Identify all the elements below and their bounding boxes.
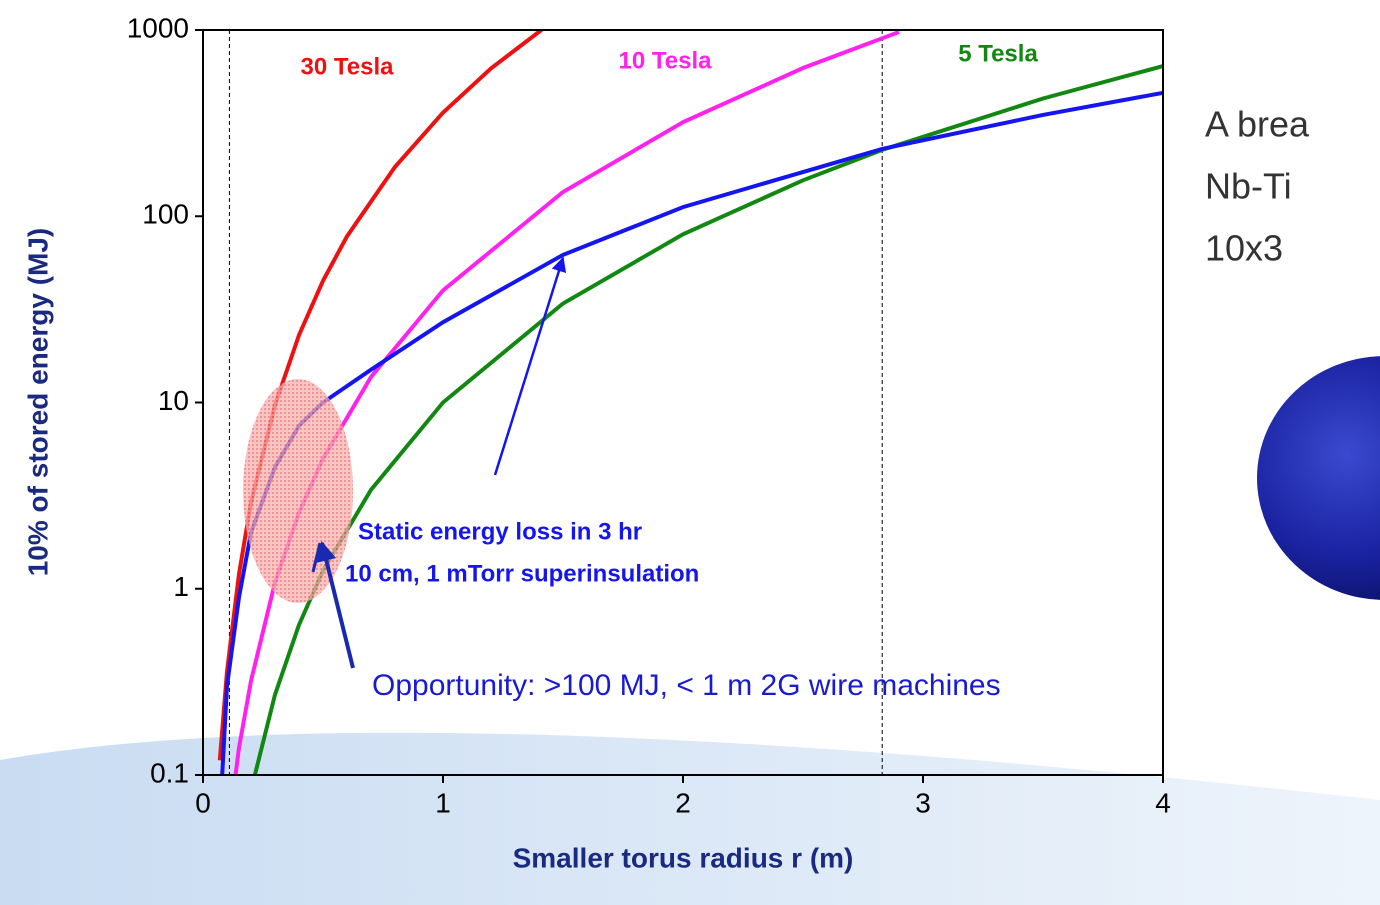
background-swoosh — [0, 732, 1380, 905]
arrow — [316, 541, 355, 669]
x-tick-label: 1 — [435, 787, 451, 818]
annotation: Static energy loss in 3 hr — [358, 518, 642, 545]
y-tick-label: 1000 — [127, 12, 189, 43]
x-tick-label: 2 — [675, 787, 691, 818]
highlight-region — [243, 379, 353, 603]
x-tick-label: 0 — [195, 787, 211, 818]
series-label: 5 Tesla — [958, 40, 1038, 67]
y-axis-label: 10% of stored energy (MJ) — [22, 228, 53, 577]
arrow — [493, 256, 567, 476]
x-axis-label: Smaller torus radius r (m) — [513, 842, 854, 873]
series-label: 30 Tesla — [301, 53, 395, 80]
arrow — [311, 542, 322, 573]
series-line — [217, 30, 543, 761]
series-line — [233, 30, 900, 775]
y-tick-label: 1 — [173, 571, 189, 602]
series-line — [220, 90, 1163, 775]
annotation: 10 cm, 1 mTorr superinsulation — [345, 560, 699, 587]
y-tick-label: 10 — [158, 385, 189, 416]
y-tick-label: 100 — [142, 199, 189, 230]
torus-image — [1257, 356, 1380, 600]
y-tick-label: 0.1 — [150, 757, 189, 788]
plot-frame — [202, 29, 1164, 776]
side-text: A brea — [1205, 104, 1310, 145]
side-text: 10x3 — [1205, 228, 1283, 269]
side-text: Nb-Ti — [1205, 166, 1292, 207]
x-tick-label: 3 — [915, 787, 931, 818]
series-label: 10 Tesla — [619, 47, 713, 74]
annotation: Opportunity: >100 MJ, < 1 m 2G wire mach… — [372, 669, 1001, 702]
x-tick-label: 4 — [1155, 787, 1171, 818]
